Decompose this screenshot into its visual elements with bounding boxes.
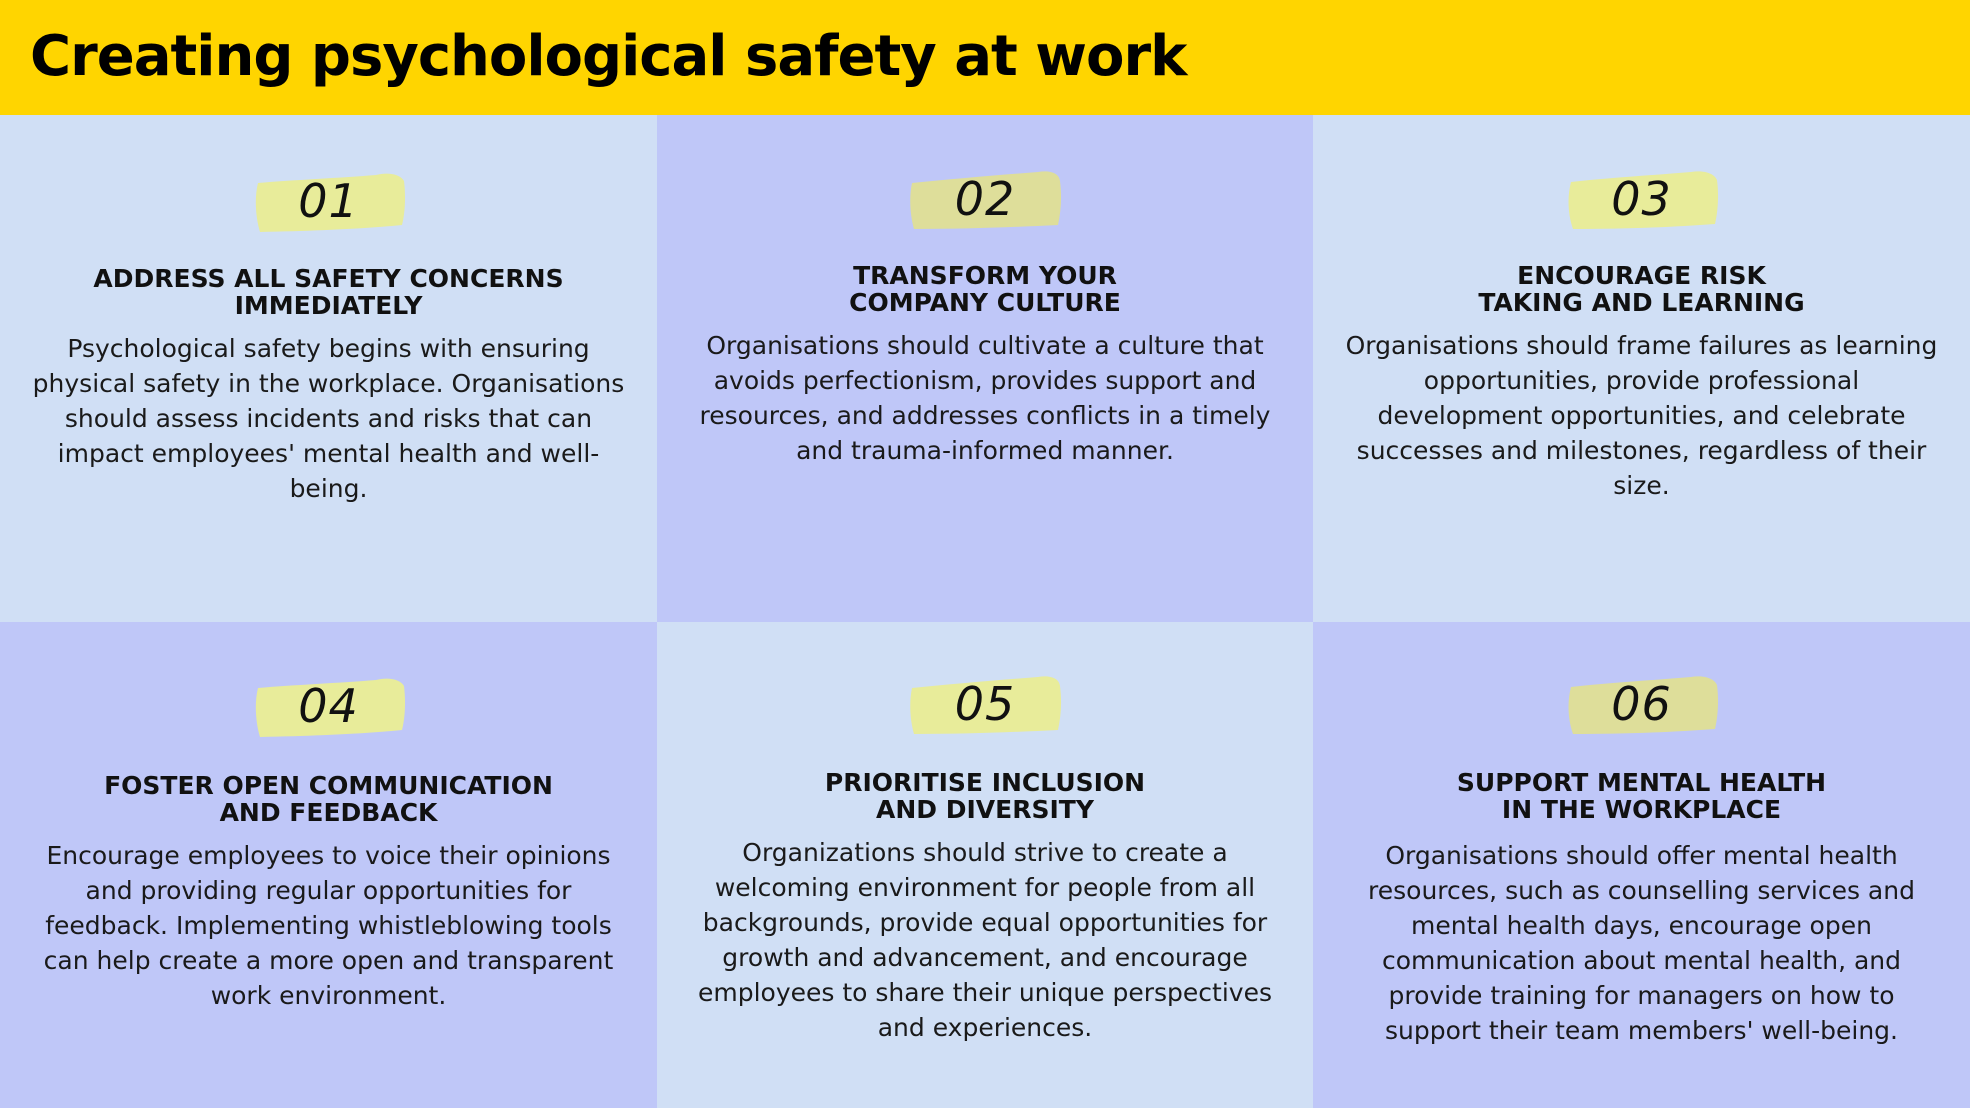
tip-card-4: 04 FOSTER OPEN COMMUNICATION AND FEEDBAC… [0, 622, 657, 1108]
tip-description: Encourage employees to voice their opini… [43, 841, 614, 1010]
tip-description: Psychological safety begins with ensurin… [32, 334, 625, 503]
tip-heading: PRIORITISE INCLUSION AND DIVERSITY [824, 768, 1146, 824]
tip-number: 06 [1611, 677, 1672, 731]
tip-description: Organisations should offer mental health… [1368, 841, 1915, 1045]
tip-card-3: 03 ENCOURAGE RISK TAKING AND LEARNING Or… [1313, 115, 1970, 622]
tip-heading: TRANSFORM YOUR COMPANY CULTURE [849, 261, 1121, 317]
header-banner: Creating psychological safety at work [0, 0, 1970, 115]
highlight-brush-icon [255, 173, 405, 232]
tip-number-badge: 03 [1565, 167, 1719, 231]
tip-number: 04 [298, 679, 359, 733]
tip-description: Organizations should strive to create a … [697, 838, 1273, 1042]
tip-description: Organisations should cultivate a culture… [699, 331, 1271, 465]
highlight-brush-icon [1568, 171, 1718, 229]
tips-grid: 01 ADDRESS ALL SAFETY CONCERNS IMMEDIATE… [0, 115, 1970, 1108]
tip-number-badge: 04 [252, 674, 406, 738]
tip-number-badge: 05 [908, 672, 1062, 736]
page-title: Creating psychological safety at work [30, 24, 1187, 89]
tip-number-badge: 02 [908, 167, 1062, 231]
tip-card-6: 06 SUPPORT MENTAL HEALTH IN THE WORKPLAC… [1313, 622, 1970, 1108]
tip-number: 03 [1611, 172, 1672, 226]
tip-number: 01 [298, 174, 359, 228]
tip-heading: ENCOURAGE RISK TAKING AND LEARNING [1478, 261, 1805, 317]
highlight-brush-icon [910, 171, 1062, 229]
tip-number-badge: 01 [252, 169, 406, 233]
tip-heading: FOSTER OPEN COMMUNICATION AND FEEDBACK [104, 771, 553, 827]
tip-description: Organisations should frame failures as l… [1345, 331, 1938, 500]
tip-number-badge: 06 [1565, 672, 1719, 736]
tip-card-2: 02 TRANSFORM YOUR COMPANY CULTURE Organi… [657, 115, 1313, 622]
tip-number: 05 [954, 677, 1016, 731]
tip-card-1: 01 ADDRESS ALL SAFETY CONCERNS IMMEDIATE… [0, 115, 657, 622]
tip-heading: SUPPORT MENTAL HEALTH IN THE WORKPLACE [1456, 768, 1827, 824]
highlight-brush-icon [255, 678, 405, 737]
tip-heading: ADDRESS ALL SAFETY CONCERNS IMMEDIATELY [93, 264, 564, 320]
tip-number: 02 [954, 172, 1016, 226]
tip-card-5: 05 PRIORITISE INCLUSION AND DIVERSITY Or… [657, 622, 1313, 1108]
highlight-brush-icon [1568, 676, 1718, 734]
highlight-brush-icon [910, 676, 1062, 734]
